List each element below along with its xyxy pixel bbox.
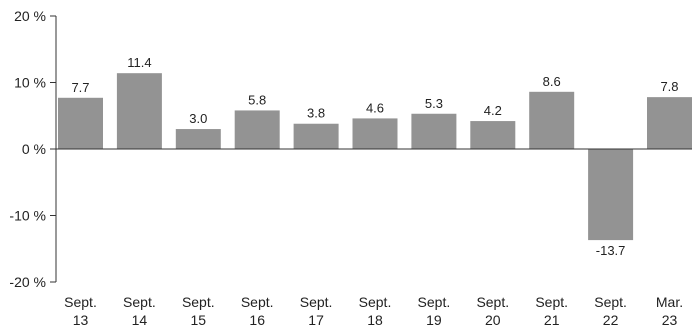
category-label-line1: Sept. — [359, 294, 392, 310]
bar — [647, 97, 692, 149]
bar — [588, 149, 634, 241]
y-tick-label: 10 % — [14, 75, 46, 91]
category-label-line2: 23 — [662, 312, 678, 328]
category-label-line1: Sept. — [418, 294, 451, 310]
data-label: 7.8 — [660, 79, 678, 94]
data-label: 4.2 — [484, 103, 502, 118]
category-label-line2: 19 — [426, 312, 442, 328]
category-label-line2: 18 — [367, 312, 383, 328]
category-label-line2: 20 — [485, 312, 501, 328]
category-label-line1: Sept. — [123, 294, 156, 310]
y-tick-label: 20 % — [14, 8, 46, 24]
y-tick-label: -10 % — [9, 208, 46, 224]
category-label-line1: Sept. — [241, 294, 274, 310]
data-label: 8.6 — [543, 74, 561, 89]
category-label-line1: Sept. — [300, 294, 333, 310]
category-label-line2: 17 — [308, 312, 324, 328]
bar — [234, 110, 280, 149]
bar — [58, 97, 103, 149]
data-label: 4.6 — [366, 100, 384, 115]
category-label-line2: 15 — [191, 312, 207, 328]
bar — [470, 121, 516, 149]
data-label: 11.4 — [127, 55, 151, 70]
category-label-line2: 13 — [73, 312, 89, 328]
category-label-line1: Sept. — [182, 294, 215, 310]
category-label-line2: 21 — [544, 312, 560, 328]
category-label-line1: Sept. — [535, 294, 568, 310]
category-label-line1: Sept. — [64, 294, 97, 310]
bar — [116, 73, 162, 149]
data-label: 5.8 — [248, 92, 266, 107]
y-tick-label: 0 % — [22, 141, 46, 157]
bar — [175, 129, 221, 149]
category-label-line1: Sept. — [476, 294, 509, 310]
category-label-line2: 14 — [132, 312, 148, 328]
data-label: 3.0 — [189, 111, 207, 126]
data-label: 3.8 — [307, 106, 325, 121]
category-label-line2: 16 — [249, 312, 265, 328]
data-labels-group: 7.7 11.4 3.0 5.8 3.8 4.6 5.3 4.2 8.6 -13.7 7.8 — [71, 55, 678, 258]
bar — [352, 118, 398, 149]
y-tick-label: -20 % — [9, 274, 46, 290]
category-label-line2: 22 — [603, 312, 619, 328]
bar — [411, 113, 457, 149]
y-axis: 20 % 10 % 0 % -10 % -20 % — [9, 8, 57, 290]
category-label-line1: Sept. — [594, 294, 627, 310]
bar — [293, 123, 339, 149]
data-label: 5.3 — [425, 96, 443, 111]
category-label-line1: Mar. — [656, 294, 683, 310]
category-labels-group: Sept. 13 Sept. 14 Sept. 15 Sept. 16 Sept. 17 Sept.… — [64, 294, 683, 328]
bars-group — [58, 73, 692, 241]
data-label: 7.7 — [71, 80, 89, 95]
data-label: -13.7 — [596, 243, 626, 258]
bar — [529, 91, 575, 149]
